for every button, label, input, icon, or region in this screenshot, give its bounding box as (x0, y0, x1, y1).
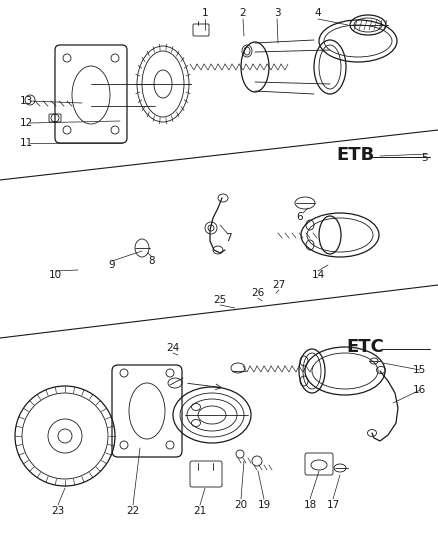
Text: 8: 8 (148, 256, 155, 266)
Text: ETB: ETB (336, 146, 374, 164)
Text: 10: 10 (49, 270, 62, 280)
Text: 25: 25 (213, 295, 226, 305)
Text: ETC: ETC (346, 338, 384, 356)
Text: 4: 4 (314, 8, 321, 18)
Text: 17: 17 (326, 500, 339, 510)
Text: 11: 11 (20, 138, 33, 148)
Text: 26: 26 (251, 288, 265, 298)
Text: 12: 12 (20, 118, 33, 128)
Text: 7: 7 (225, 233, 231, 243)
Text: 18: 18 (304, 500, 317, 510)
Text: 5: 5 (421, 153, 428, 163)
Text: 21: 21 (193, 506, 207, 516)
Text: 6: 6 (297, 212, 303, 222)
Text: 19: 19 (258, 500, 271, 510)
Text: 27: 27 (272, 280, 286, 290)
Text: 24: 24 (166, 343, 180, 353)
Text: 2: 2 (240, 8, 246, 18)
Text: 13: 13 (20, 96, 33, 106)
Text: 3: 3 (274, 8, 280, 18)
Text: 22: 22 (127, 506, 140, 516)
Text: 20: 20 (234, 500, 247, 510)
Text: 15: 15 (413, 365, 426, 375)
Text: 16: 16 (413, 385, 426, 395)
Text: 9: 9 (109, 260, 115, 270)
Text: 23: 23 (51, 506, 65, 516)
Text: 1: 1 (201, 8, 208, 18)
Text: 14: 14 (311, 270, 325, 280)
